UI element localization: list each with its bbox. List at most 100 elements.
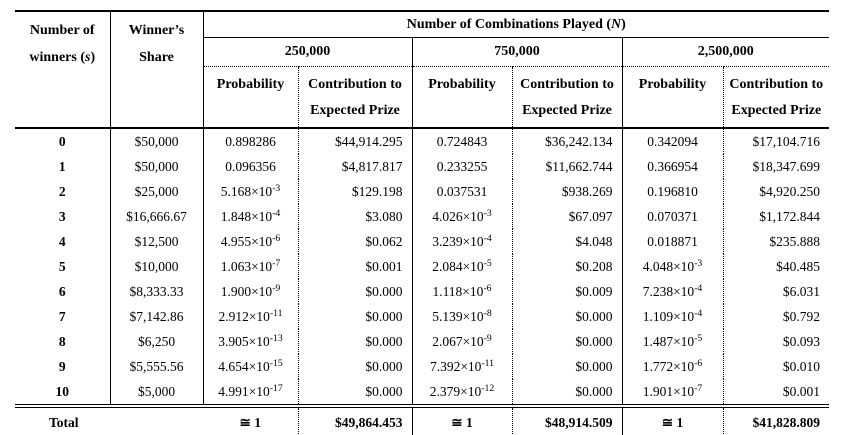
- probability-750k-cell: 0.037531: [412, 179, 513, 204]
- expected-prize-table: Number of winners (s) Winner’s Share Num…: [15, 10, 830, 435]
- winners-count-cell: 9: [15, 354, 111, 379]
- contribution-2500k-cell: $18,347.699: [752, 158, 821, 174]
- contribution-250k-cell: $0.062: [298, 229, 413, 254]
- probability-2500k-cell: 0.018871: [622, 229, 724, 254]
- contribution-2500k-cell: $40.485: [776, 258, 821, 274]
- winners-share-cell: $25,000: [110, 179, 204, 204]
- probability-2500k-cell: 0.196810: [622, 179, 724, 204]
- probability-250k-cell: 3.905×10-13: [203, 329, 299, 354]
- group-header-750k: 750,000: [412, 37, 623, 67]
- contribution-250k-cell: $44,914.295: [298, 128, 413, 154]
- contribution-2500k-cell: $6.031: [782, 283, 821, 299]
- probability-250k-cell: 2.912×10-11: [203, 304, 299, 329]
- winners-share-cell: $5,555.56: [110, 354, 204, 379]
- probability-2500k-cell: 7.238×10-4: [622, 279, 724, 304]
- data-row: 0 $50,000 0.898286 $44,914.295 0.724843 $36,2…: [15, 128, 829, 154]
- col-header-probability-750k: Probability: [412, 66, 513, 129]
- probability-250k-cell: 4.955×10-6: [203, 229, 299, 254]
- share-header-line1: Winner’s: [128, 23, 185, 38]
- probability-750k-cell: 7.392×10-11: [412, 354, 513, 379]
- probability-250k-cell: 0.898286: [203, 128, 299, 154]
- winners-share-cell: $7,142.86: [110, 304, 204, 329]
- winners-share-cell: $50,000: [110, 154, 204, 179]
- winners-count-cell: 2: [15, 179, 111, 204]
- data-row: 1 $50,000 0.096356 $4,817.817 0.233255 $11,66…: [15, 154, 829, 179]
- probability-250k-cell: 1.900×10-9: [203, 279, 299, 304]
- probability-750k-cell: 0.233255: [412, 154, 513, 179]
- contribution-250k-cell: $0.001: [298, 254, 413, 279]
- contribution-750k-cell: $0.009: [512, 279, 623, 304]
- contribution-250k-cell: $0.000: [298, 304, 413, 329]
- probability-250k-cell: 5.168×10-3: [203, 179, 299, 204]
- contribution-750k-cell: $4.048: [512, 229, 623, 254]
- contribution-750k-cell: $11,662.744: [512, 154, 623, 179]
- total-probability-250k-cell: ≅ 1: [203, 404, 299, 435]
- total-contribution-2500k-cell: $41,828.809: [723, 404, 830, 435]
- contribution-250k-cell: $0.000: [298, 279, 413, 304]
- data-row: 8 $6,250 3.905×10-13 $0.000 2.067×10-9 $0.000…: [15, 329, 829, 354]
- contribution-2500k-cell: $1,172.844: [759, 208, 821, 224]
- data-row: 2 $25,000 5.168×10-3 $129.198 0.037531 $938.2…: [15, 179, 829, 204]
- winners-share-cell: $12,500: [110, 229, 204, 254]
- group-header-250k: 250,000: [203, 37, 413, 67]
- probability-2500k-cell: 0.342094: [622, 128, 724, 154]
- winners-count-cell: 1: [15, 154, 111, 179]
- total-probability-2500k-cell: ≅ 1: [622, 404, 724, 435]
- contribution-750k-cell: $0.208: [512, 254, 623, 279]
- winners-share-cell: $8,333.33: [110, 279, 204, 304]
- probability-2500k-cell: 1.109×10-4: [622, 304, 724, 329]
- col-header-probability-2500k: Probability: [622, 66, 724, 129]
- total-contribution-750k-cell: $48,914.509: [512, 404, 623, 435]
- data-row: 3 $16,666.67 1.848×10-4 $3.080 4.026×10-3 $67…: [15, 204, 829, 229]
- probability-750k-cell: 2.084×10-5: [412, 254, 513, 279]
- contribution-2500k-cell: $0.001: [782, 383, 821, 399]
- data-row: 10 $5,000 4.991×10-17 $0.000 2.379×10-12 $0.0…: [15, 379, 829, 406]
- contribution-2500k-cell: $4,920.250: [759, 183, 821, 199]
- table-footer: Total ≅ 1 $49,864.453 ≅ 1 $48,914.509 ≅ …: [15, 404, 830, 435]
- probability-2500k-cell: 1.487×10-5: [622, 329, 724, 354]
- winners-share-cell: $16,666.67: [110, 204, 204, 229]
- data-row: 6 $8,333.33 1.900×10-9 $0.000 1.118×10-6 $0.0…: [15, 279, 829, 304]
- probability-750k-cell: 4.026×10-3: [412, 204, 513, 229]
- contribution-2500k-cell: $17,104.716: [752, 133, 821, 149]
- probability-750k-cell: 5.139×10-8: [412, 304, 513, 329]
- winners-header-line2: winners (s): [29, 50, 96, 65]
- probability-250k-cell: 0.096356: [203, 154, 299, 179]
- contribution-750k-cell: $938.269: [512, 179, 623, 204]
- data-row: 7 $7,142.86 2.912×10-11 $0.000 5.139×10-8 $0.…: [15, 304, 829, 329]
- contribution-750k-cell: $0.000: [512, 304, 623, 329]
- winners-count-cell: 10: [15, 379, 111, 406]
- probability-2500k-cell: 0.366954: [622, 154, 724, 179]
- contribution-250k-cell: $0.000: [298, 354, 413, 379]
- probability-2500k-cell: 0.070371: [622, 204, 724, 229]
- table-body: 0 $50,000 0.898286 $44,914.295 0.724843 $36,2…: [15, 128, 829, 406]
- col-header-number-of-winners: Number of winners (s): [15, 11, 111, 129]
- data-row: 9 $5,555.56 4.654×10-15 $0.000 7.392×10-11 $0…: [15, 354, 829, 379]
- winners-header-line1: Number of: [29, 23, 95, 38]
- contribution-2500k-cell: $0.093: [782, 333, 821, 349]
- winners-share-cell: $50,000: [110, 128, 204, 154]
- contribution-2500k-cell: $0.010: [782, 358, 821, 374]
- probability-250k-cell: 4.991×10-17: [203, 379, 299, 406]
- winners-share-cell: $10,000: [110, 254, 204, 279]
- probability-750k-cell: 2.379×10-12: [412, 379, 513, 406]
- contribution-250k-cell: $4,817.817: [298, 154, 413, 179]
- probability-250k-cell: 1.063×10-7: [203, 254, 299, 279]
- col-header-contribution-750k: Contribution to Expected Prize: [512, 66, 623, 129]
- total-contribution-250k-cell: $49,864.453: [298, 404, 413, 435]
- winners-count-cell: 4: [15, 229, 111, 254]
- contribution-750k-cell: $0.000: [512, 379, 623, 406]
- probability-750k-cell: 0.724843: [412, 128, 513, 154]
- col-header-contribution-2500k: Contribution to Expected Prize: [723, 66, 830, 129]
- contribution-750k-cell: $0.000: [512, 354, 623, 379]
- winners-count-cell: 5: [15, 254, 111, 279]
- probability-2500k-cell: 1.772×10-6: [622, 354, 724, 379]
- contribution-750k-cell: $67.097: [512, 204, 623, 229]
- probability-750k-cell: 2.067×10-9: [412, 329, 513, 354]
- contribution-250k-cell: $0.000: [298, 329, 413, 354]
- winners-count-cell: 0: [15, 128, 111, 154]
- winners-share-cell: $6,250: [110, 329, 204, 354]
- table-header: Number of winners (s) Winner’s Share Num…: [15, 11, 830, 129]
- contribution-2500k-cell: $235.888: [769, 233, 821, 249]
